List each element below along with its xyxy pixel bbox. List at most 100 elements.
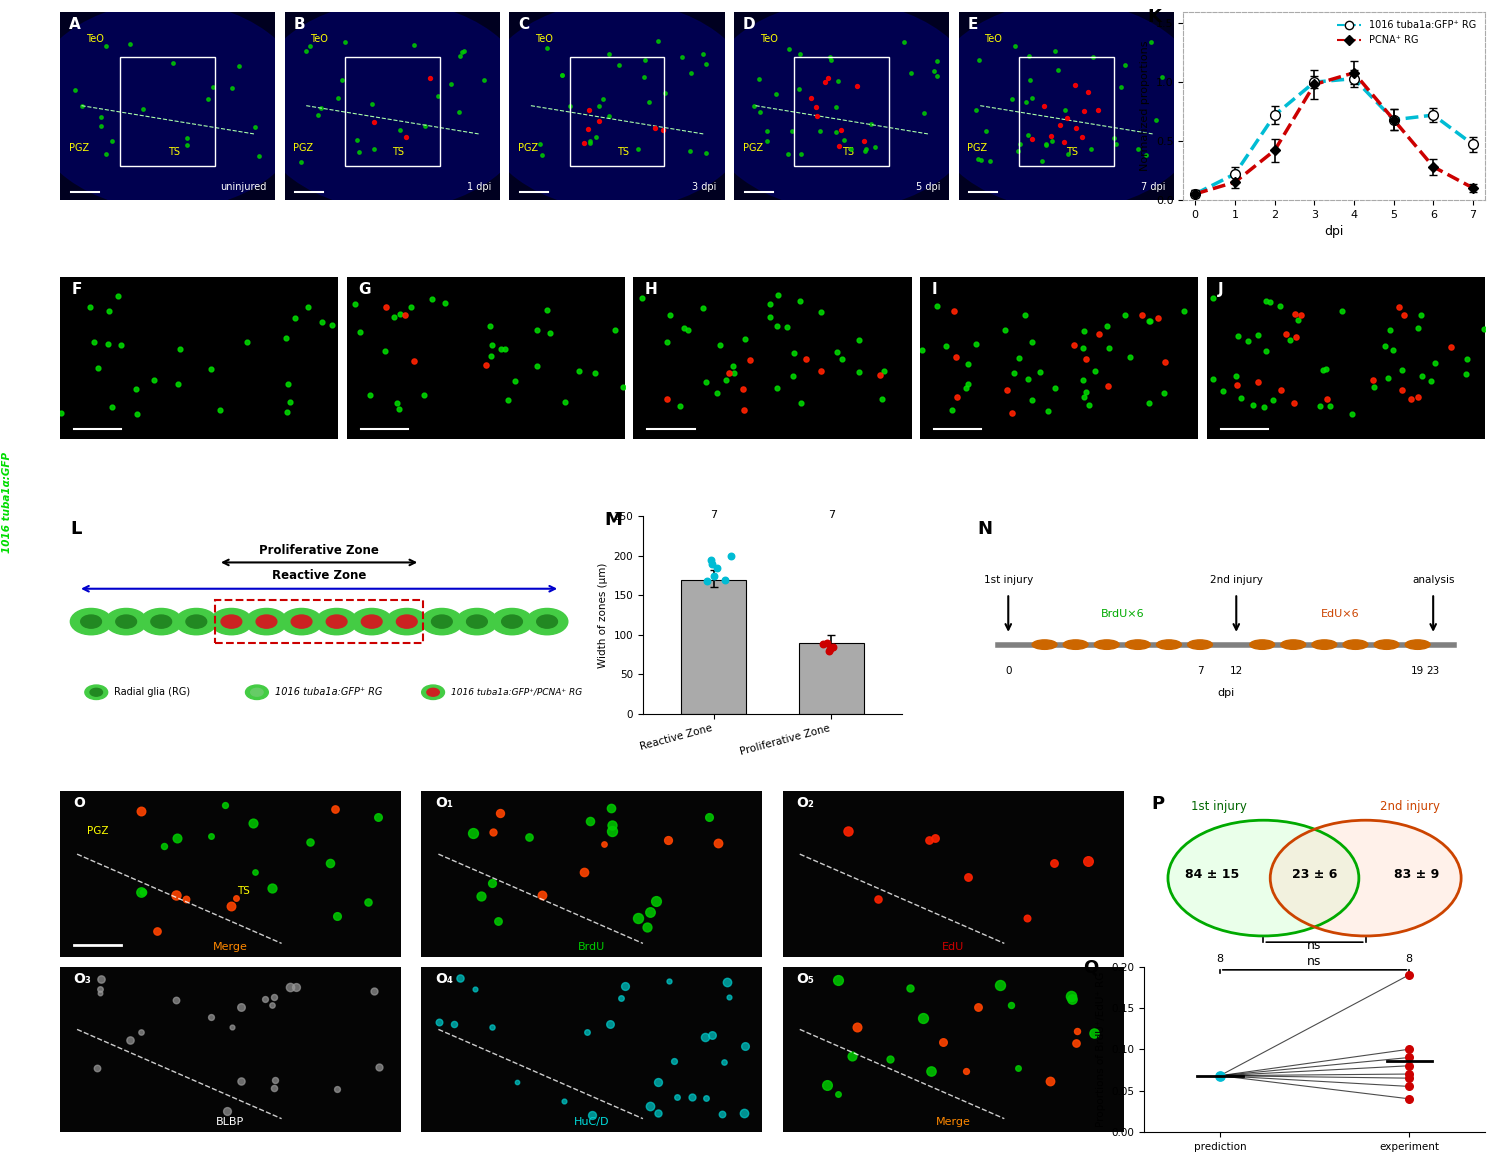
Text: PGZ: PGZ: [968, 143, 987, 154]
Circle shape: [105, 609, 147, 635]
Text: Radial glia (RG): Radial glia (RG): [114, 687, 190, 698]
Point: [840, 1048, 864, 1066]
Point: [825, 122, 849, 141]
Point: [1146, 308, 1170, 327]
Point: [165, 886, 189, 904]
Text: 19: 19: [1412, 666, 1425, 677]
Circle shape: [291, 614, 312, 628]
Circle shape: [1281, 640, 1305, 649]
Point: [1396, 1078, 1420, 1096]
Point: [1396, 966, 1420, 984]
Point: [898, 978, 922, 997]
Point: [129, 882, 153, 901]
Point: [1040, 126, 1064, 144]
Point: [693, 1028, 717, 1046]
Point: [1210, 382, 1234, 401]
Point: [63, 81, 87, 99]
Point: [474, 356, 498, 374]
Text: BLBP: BLBP: [216, 1117, 244, 1127]
Point: [644, 892, 668, 910]
Point: [219, 896, 243, 915]
Point: [999, 996, 1023, 1014]
Point: [262, 1079, 286, 1097]
Text: TS: TS: [1066, 147, 1078, 157]
Point: [330, 70, 354, 89]
Point: [1002, 364, 1026, 382]
Point: [789, 144, 813, 163]
Text: G: G: [358, 282, 370, 297]
Circle shape: [492, 609, 532, 635]
Point: [399, 298, 423, 316]
Point: [70, 97, 94, 116]
Point: [98, 303, 122, 321]
Point: [558, 97, 582, 116]
Point: [712, 1052, 736, 1071]
Point: [525, 320, 549, 338]
Point: [1046, 60, 1070, 79]
Point: [402, 351, 426, 370]
Point: [638, 903, 662, 922]
Point: [1455, 350, 1479, 368]
Circle shape: [141, 609, 182, 635]
Point: [898, 64, 922, 82]
Point: [504, 1073, 528, 1091]
Point: [1378, 321, 1402, 340]
Point: [362, 113, 386, 132]
Point: [1286, 311, 1310, 329]
Point: [243, 863, 267, 881]
Point: [1407, 388, 1431, 407]
Point: [1080, 47, 1104, 66]
Circle shape: [210, 609, 252, 635]
Point: [168, 340, 192, 358]
Legend: 1016 tuba1a:GFP⁺ RG, PCNA⁺ RG: 1016 tuba1a:GFP⁺ RG, PCNA⁺ RG: [1334, 16, 1480, 49]
Point: [333, 33, 357, 52]
Point: [658, 306, 682, 325]
Point: [694, 144, 718, 163]
Point: [974, 121, 998, 140]
Point: [1000, 90, 1024, 109]
Point: [836, 822, 860, 841]
Text: L: L: [70, 521, 81, 538]
Text: 7: 7: [1197, 666, 1203, 677]
Point: [110, 336, 134, 355]
Text: 23 ± 6: 23 ± 6: [1292, 869, 1336, 881]
Point: [651, 120, 675, 139]
Text: dpi: dpi: [1218, 688, 1234, 698]
Point: [576, 120, 600, 139]
Text: O₅: O₅: [796, 971, 814, 985]
Point: [612, 378, 636, 396]
Point: [690, 298, 714, 316]
Text: D: D: [742, 17, 754, 32]
Point: [234, 333, 258, 351]
Point: [100, 132, 124, 150]
Y-axis label: Width of zones (μm): Width of zones (μm): [598, 562, 608, 668]
Point: [656, 390, 680, 409]
Point: [129, 1022, 153, 1041]
Point: [1072, 321, 1096, 340]
Point: [722, 364, 746, 382]
Text: TeO: TeO: [536, 35, 554, 44]
Point: [1034, 135, 1058, 154]
Circle shape: [246, 609, 286, 635]
Point: [578, 134, 602, 152]
Y-axis label: Normalized proportions: Normalized proportions: [1140, 40, 1150, 171]
Point: [1008, 135, 1032, 154]
Point: [494, 340, 517, 358]
Point: [165, 829, 189, 848]
Circle shape: [427, 688, 439, 696]
Point: [478, 316, 502, 335]
Point: [1017, 46, 1041, 65]
Point: [924, 297, 948, 315]
Point: [296, 298, 320, 316]
Point: [226, 57, 251, 75]
Point: [462, 824, 486, 842]
Point: [957, 355, 981, 373]
Point: [804, 98, 828, 117]
Point: [309, 98, 333, 117]
Point: [1029, 363, 1053, 381]
Point: [1083, 1023, 1107, 1042]
Point: [1064, 119, 1088, 137]
Point: [846, 363, 870, 381]
Point: [646, 1103, 670, 1122]
Text: N: N: [976, 521, 992, 538]
